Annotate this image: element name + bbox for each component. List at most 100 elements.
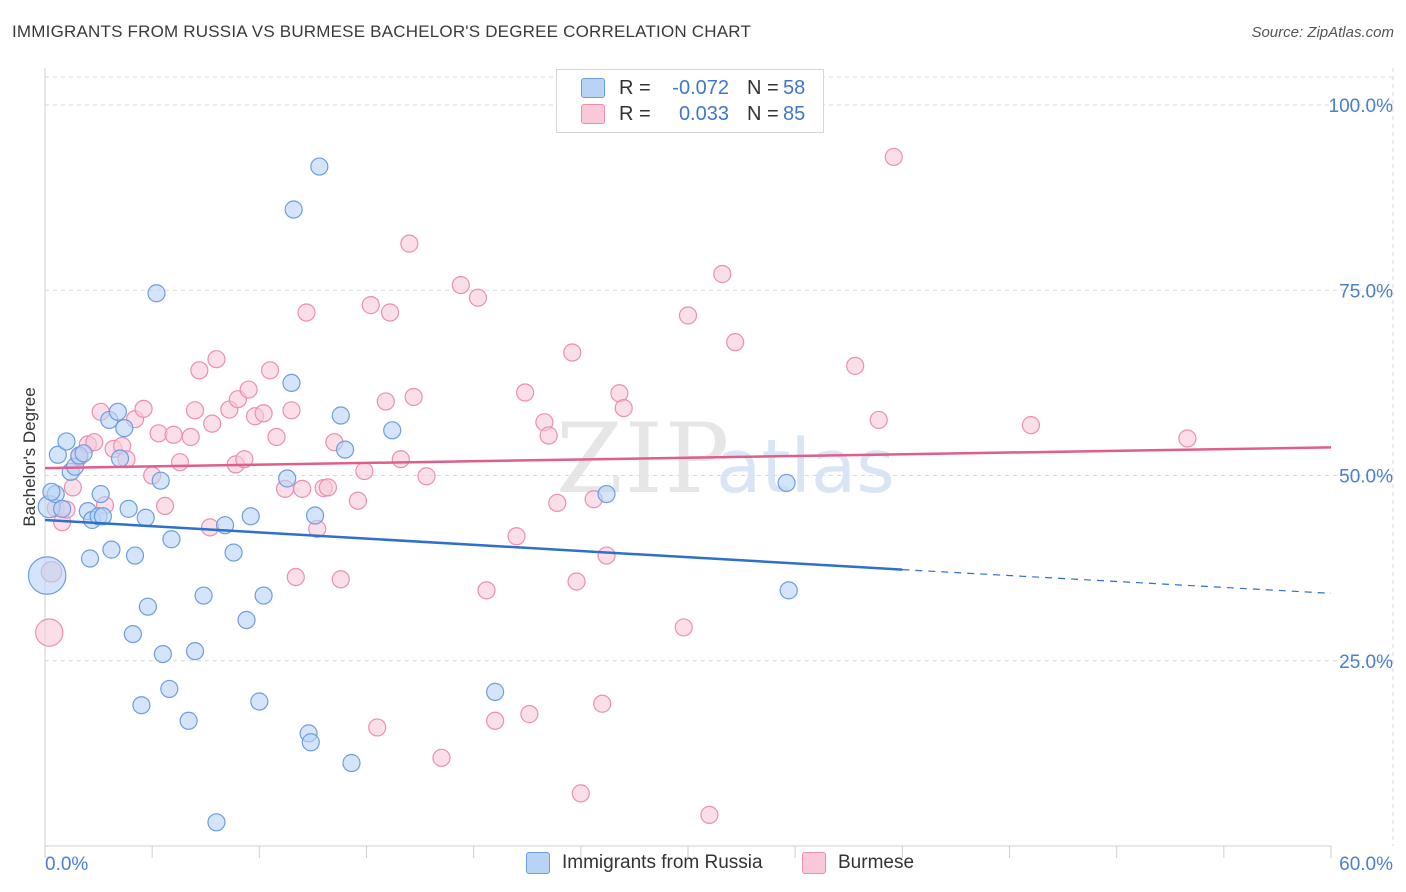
data-point — [224, 543, 243, 562]
legend-item-burmese[interactable]: Burmese — [802, 852, 914, 874]
data-point — [27, 556, 67, 595]
data-point — [108, 402, 127, 421]
data-point — [134, 399, 153, 418]
chart-title: IMMIGRANTS FROM RUSSIA VS BURMESE BACHEL… — [12, 22, 752, 41]
data-point — [301, 733, 320, 752]
legend-n-label: N = — [747, 102, 779, 125]
data-point — [567, 572, 586, 591]
data-point — [151, 471, 170, 490]
legend-n-value-burmese: 85 — [783, 102, 806, 125]
data-point — [348, 491, 368, 510]
data-point — [53, 499, 72, 518]
legend-r-label: R = — [619, 76, 651, 99]
data-point — [779, 581, 798, 600]
data-point — [318, 478, 338, 497]
data-point — [207, 350, 226, 369]
data-point — [846, 356, 865, 375]
y-tick-label: 50.0% — [1339, 467, 1393, 488]
data-point — [194, 586, 213, 605]
data-point — [486, 682, 505, 701]
data-point — [102, 540, 121, 559]
legend-row-russia: R = -0.072 N = 58 — [581, 75, 805, 101]
series-legend: Immigrants from Russia Burmese — [0, 852, 1406, 878]
data-point — [342, 753, 361, 773]
data-point — [132, 696, 151, 715]
data-point — [267, 427, 286, 447]
data-point — [331, 570, 350, 589]
data-point — [250, 692, 269, 711]
data-point — [93, 507, 112, 526]
legend-row-burmese: R = 0.033 N = 85 — [581, 101, 805, 127]
y-tick-label: 100.0% — [1329, 96, 1394, 117]
data-point — [597, 546, 616, 565]
data-point — [282, 373, 301, 393]
data-point — [239, 380, 258, 399]
data-point — [181, 427, 200, 447]
data-point — [451, 275, 470, 295]
data-point — [207, 813, 226, 832]
data-point — [380, 303, 400, 322]
data-point — [74, 444, 93, 463]
data-point — [57, 432, 76, 451]
y-tick-label: 75.0% — [1339, 281, 1393, 302]
data-point — [123, 624, 142, 644]
data-point — [417, 467, 436, 486]
data-point — [179, 711, 198, 730]
legend-label-russia: Immigrants from Russia — [562, 852, 763, 873]
legend-label-burmese: Burmese — [838, 852, 915, 873]
data-point — [335, 440, 355, 459]
legend-r-label: R = — [619, 102, 651, 125]
data-point — [404, 387, 423, 407]
data-point — [91, 484, 110, 504]
data-point — [678, 306, 698, 325]
data-point — [884, 147, 903, 167]
data-point — [190, 361, 209, 380]
data-point — [700, 805, 719, 824]
legend-swatch-russia — [581, 78, 605, 98]
x-tick-label-min: 0.0% — [45, 854, 88, 875]
x-tick-label-max: 60.0% — [1339, 854, 1393, 875]
data-point — [563, 343, 582, 362]
data-point — [286, 567, 305, 587]
trend-line-russia — [44, 518, 903, 571]
data-point — [310, 157, 329, 176]
data-point — [237, 610, 256, 630]
data-point — [432, 748, 451, 767]
data-point — [1178, 429, 1197, 448]
data-point — [35, 618, 64, 647]
data-point — [254, 404, 273, 423]
data-point — [486, 711, 505, 730]
data-point — [539, 426, 558, 445]
data-point — [777, 473, 796, 493]
data-point — [391, 450, 410, 469]
data-point — [305, 506, 325, 525]
data-point — [614, 398, 633, 418]
data-point — [278, 469, 297, 488]
data-point — [293, 479, 312, 498]
data-point — [1021, 416, 1041, 435]
legend-r-value-russia: -0.072 — [672, 76, 729, 99]
data-point — [282, 401, 301, 420]
data-point — [63, 478, 82, 497]
data-point — [119, 499, 138, 518]
legend-swatch-russia — [526, 852, 550, 874]
legend-item-russia[interactable]: Immigrants from Russia — [526, 852, 763, 874]
data-point — [400, 234, 419, 253]
y-tick-label: 25.0% — [1339, 652, 1393, 673]
data-point — [125, 546, 145, 565]
data-point — [42, 482, 61, 501]
data-point — [254, 586, 273, 605]
series-immigrants-from-russia — [27, 157, 798, 832]
data-point — [284, 200, 303, 219]
data-point — [571, 784, 590, 803]
data-point — [110, 449, 130, 468]
series-burmese — [35, 147, 1197, 824]
source-label: Source: ZipAtlas.com — [1251, 24, 1394, 41]
data-point — [260, 361, 280, 380]
data-point — [355, 461, 374, 481]
data-point — [869, 410, 888, 430]
y-axis-label: Bachelor's Degree — [20, 387, 39, 526]
data-point — [468, 288, 488, 307]
data-point — [520, 705, 539, 724]
data-point — [597, 484, 616, 504]
